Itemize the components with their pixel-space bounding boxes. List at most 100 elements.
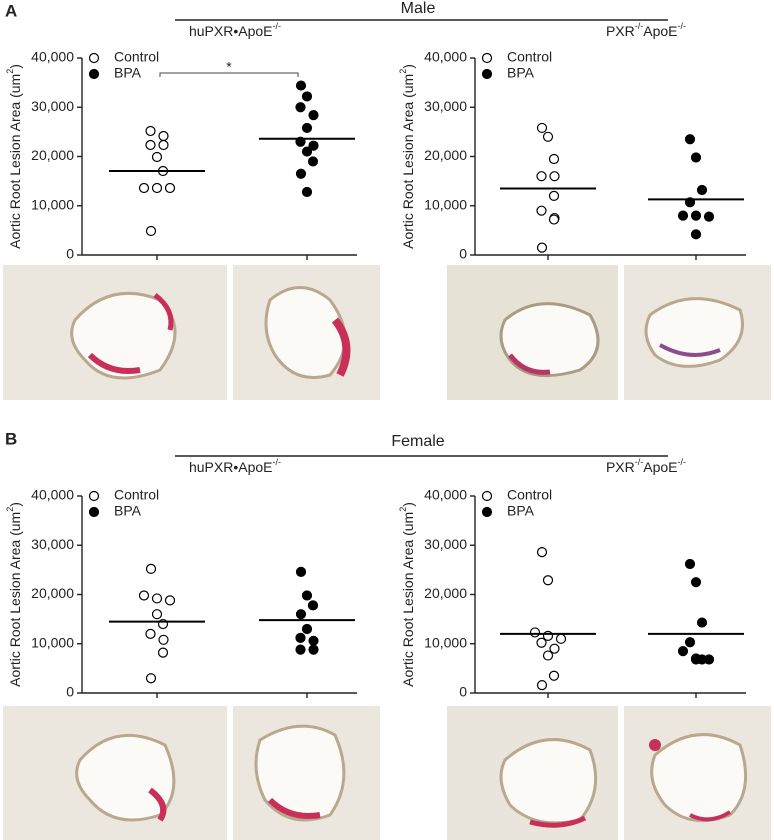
data-point bbox=[295, 566, 307, 577]
data-point bbox=[536, 637, 547, 648]
data-point bbox=[158, 130, 169, 142]
chart-title-part: -/- bbox=[273, 21, 282, 31]
legend-label: BPA bbox=[114, 65, 142, 81]
chart-title-part: -/- bbox=[273, 457, 282, 467]
data-point bbox=[308, 635, 319, 646]
data-point bbox=[301, 623, 313, 635]
chart-title-part: ApoE bbox=[643, 459, 677, 475]
data-point bbox=[548, 153, 560, 165]
data-point bbox=[158, 634, 169, 645]
data-point bbox=[536, 547, 548, 558]
data-point bbox=[549, 643, 560, 654]
data-point bbox=[529, 627, 541, 638]
data-point bbox=[158, 139, 169, 151]
y-tick-label: 40,000 bbox=[31, 49, 74, 65]
data-point bbox=[548, 190, 560, 201]
y-axis-label-part: 2 bbox=[5, 507, 15, 512]
data-point bbox=[703, 211, 715, 222]
data-point bbox=[690, 229, 702, 240]
chart-title-part: -/- bbox=[678, 457, 687, 467]
micrographs bbox=[3, 265, 771, 840]
y-axis-label-part: 2 bbox=[5, 69, 15, 74]
legend-marker bbox=[88, 68, 100, 80]
y-tick-label: 0 bbox=[459, 684, 467, 700]
data-point bbox=[677, 646, 689, 657]
data-point bbox=[549, 171, 560, 182]
data-point bbox=[157, 647, 169, 658]
y-tick-label: 0 bbox=[459, 246, 467, 262]
chart-title-part: PXR bbox=[606, 23, 635, 39]
y-axis-label-part: 2 bbox=[398, 69, 408, 74]
y-tick-label: 10,000 bbox=[31, 196, 74, 212]
data-point bbox=[301, 91, 313, 102]
data-point bbox=[301, 122, 313, 134]
micrograph bbox=[447, 706, 618, 840]
group-title: Male bbox=[401, 0, 436, 17]
y-tick-label: 20,000 bbox=[424, 585, 467, 601]
data-point bbox=[308, 110, 319, 121]
data-point bbox=[536, 680, 548, 691]
y-tick-label: 0 bbox=[66, 246, 74, 262]
legend-label: Control bbox=[507, 49, 552, 65]
data-point bbox=[301, 146, 313, 157]
micrograph bbox=[3, 706, 227, 840]
chart-title: PXR-/-ApoE-/- bbox=[606, 21, 686, 38]
data-point bbox=[308, 644, 319, 655]
chart-title: huPXR•ApoE-/- bbox=[189, 21, 281, 38]
data-point bbox=[677, 210, 689, 221]
chart-title: huPXR•ApoE-/- bbox=[189, 457, 281, 474]
data-point bbox=[151, 593, 163, 604]
data-point bbox=[536, 242, 548, 253]
chart-title: PXR-/-ApoE-/- bbox=[606, 457, 686, 474]
data-point bbox=[542, 131, 554, 142]
chart-title-part: huPXR•ApoE bbox=[189, 23, 273, 39]
data-point bbox=[295, 632, 306, 643]
legend-marker bbox=[88, 490, 100, 502]
micrograph bbox=[624, 706, 771, 840]
data-point bbox=[164, 595, 176, 606]
data-point bbox=[536, 205, 547, 216]
micrograph bbox=[447, 265, 618, 400]
legend-label: Control bbox=[114, 49, 159, 65]
chart-title-part: -/- bbox=[635, 457, 644, 467]
data-point bbox=[690, 577, 702, 588]
y-axis-label-part: ) bbox=[7, 64, 23, 69]
y-axis-label: Aortic Root Lesion Area (um2) bbox=[5, 64, 22, 249]
legend-label: BPA bbox=[507, 503, 535, 519]
data-point bbox=[684, 558, 696, 570]
data-point bbox=[145, 563, 157, 574]
chart-title-part: -/- bbox=[678, 21, 687, 31]
chart-title-part: PXR bbox=[606, 459, 635, 475]
legend-marker bbox=[481, 68, 493, 80]
chart-title-part: huPXR•ApoE bbox=[189, 459, 273, 475]
y-tick-label: 30,000 bbox=[424, 98, 467, 114]
legend-marker bbox=[88, 52, 100, 64]
data-point bbox=[164, 182, 176, 194]
y-axis-label-part: Aortic Root Lesion Area (um bbox=[400, 512, 416, 687]
data-point bbox=[145, 673, 157, 684]
data-point bbox=[145, 225, 157, 237]
legend-label: BPA bbox=[114, 503, 142, 519]
y-tick-label: 20,000 bbox=[31, 585, 74, 601]
micrograph bbox=[233, 706, 380, 840]
data-point bbox=[696, 184, 708, 196]
legend-label: Control bbox=[114, 487, 159, 503]
data-point bbox=[308, 140, 319, 151]
y-axis-label: Aortic Root Lesion Area (um2) bbox=[398, 64, 415, 249]
y-tick-label: 10,000 bbox=[424, 196, 467, 212]
y-axis-label-part: ) bbox=[7, 502, 23, 507]
micrograph bbox=[3, 265, 227, 400]
data-point bbox=[295, 168, 307, 179]
y-tick-label: 40,000 bbox=[424, 49, 467, 65]
data-point bbox=[138, 590, 150, 601]
data-point bbox=[295, 80, 307, 91]
legend-marker bbox=[481, 490, 493, 502]
data-point bbox=[536, 122, 548, 134]
data-point bbox=[145, 125, 156, 137]
data-point bbox=[307, 156, 319, 167]
data-point bbox=[542, 650, 554, 661]
data-point bbox=[548, 670, 560, 681]
group-title: Female bbox=[391, 433, 444, 450]
data-point bbox=[696, 654, 708, 665]
